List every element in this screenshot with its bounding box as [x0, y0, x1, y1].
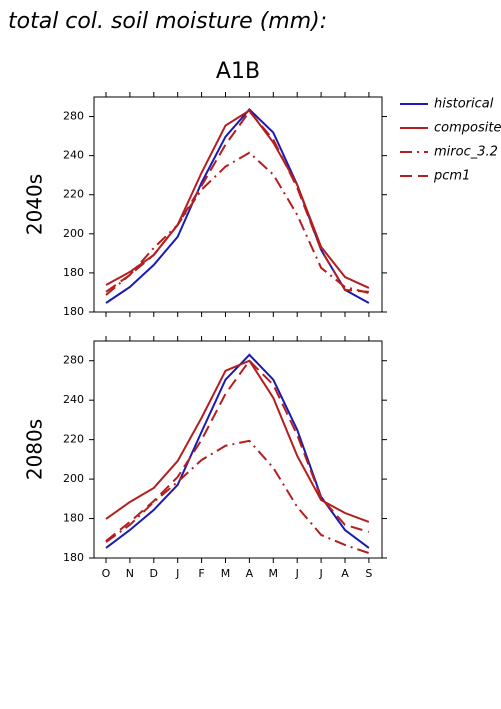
legend-label: pcm1 — [433, 169, 470, 184]
x-tick-label: M — [221, 567, 231, 580]
y-tick-label: 280 — [63, 110, 84, 123]
y-tick-label: 200 — [63, 227, 84, 240]
y-axis-label: 2040s — [23, 174, 47, 235]
legend-label: miroc_3.2 — [434, 145, 498, 160]
y-tick-label: 220 — [63, 188, 84, 201]
y-tick-label: 220 — [63, 433, 84, 446]
y-tick-label: 240 — [63, 393, 84, 406]
x-tick-label: M — [269, 567, 279, 580]
series-line — [105, 108, 370, 304]
x-tick-label: J — [175, 567, 179, 580]
chart-title: total col. soil moisture (mm): — [8, 9, 327, 34]
series-line — [105, 439, 370, 555]
series-line — [105, 359, 370, 523]
x-tick-label: N — [126, 567, 134, 580]
y-tick-label: 200 — [63, 472, 84, 485]
y-axis-label: 2080s — [23, 419, 47, 480]
x-tick-label: O — [102, 567, 111, 580]
y-tick-label: 280 — [63, 354, 84, 367]
chart-subtitle: A1B — [216, 59, 260, 84]
y-tick-label: 180 — [63, 512, 84, 525]
x-tick-label: J — [295, 567, 299, 580]
plot-frame — [93, 96, 383, 313]
series-line — [105, 353, 370, 549]
x-tick-label: J — [318, 567, 322, 580]
x-tick-label: A — [246, 567, 254, 580]
x-tick-label: S — [365, 567, 372, 580]
plot-frame — [93, 340, 383, 559]
x-tick-label: F — [198, 567, 204, 580]
series-line — [105, 109, 369, 293]
y-tick-label: 180 — [63, 551, 84, 564]
y-tick-label: 240 — [63, 149, 84, 162]
y-tick-label: 180 — [63, 305, 84, 318]
legend-label: composite — [434, 121, 501, 136]
series-line — [105, 109, 370, 289]
series-line — [105, 151, 370, 296]
x-tick-label: A — [341, 567, 349, 580]
y-tick-label: 180 — [63, 266, 84, 279]
x-tick-label: D — [150, 567, 158, 580]
series-line — [105, 359, 370, 542]
legend-label: historical — [434, 97, 494, 112]
